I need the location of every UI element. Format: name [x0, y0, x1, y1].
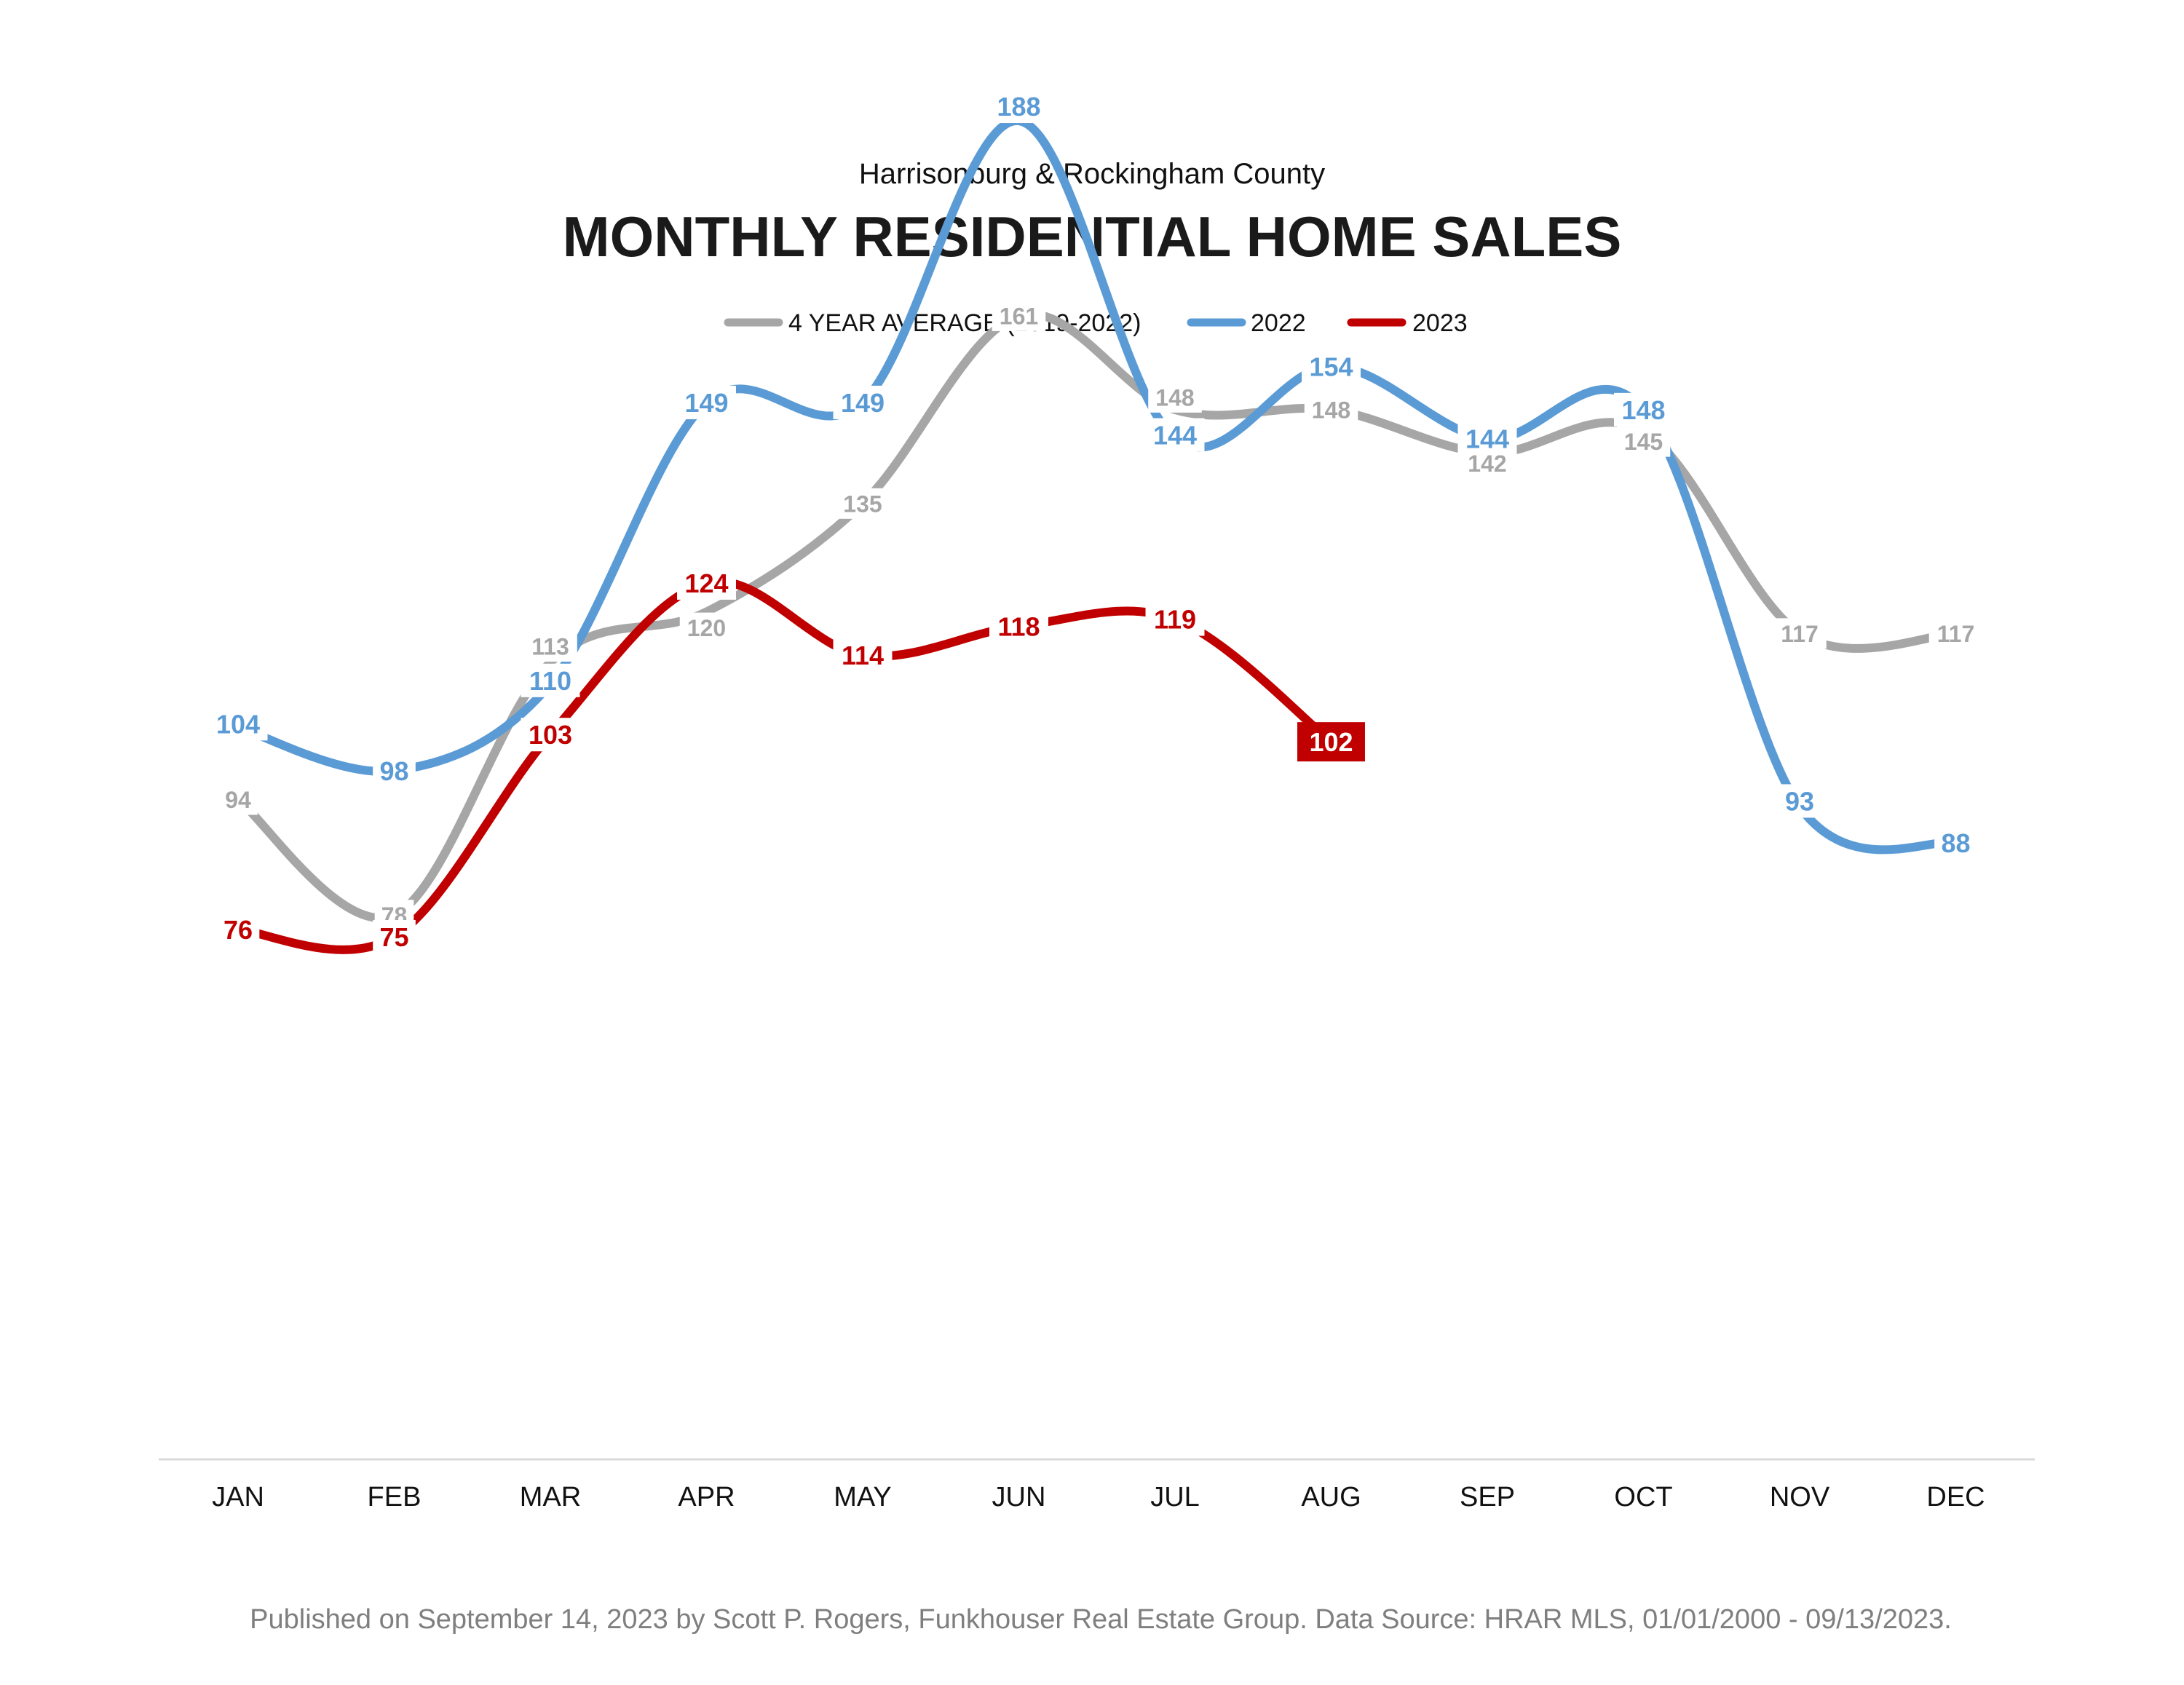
data-label-backing: [677, 566, 736, 600]
x-tick-label: NOV: [1770, 1482, 1830, 1512]
data-label: 93: [1785, 786, 1814, 816]
data-label-backing: [1616, 426, 1671, 457]
data-label: 88: [1941, 828, 1970, 858]
data-label-backing: [1934, 826, 1977, 860]
data-label-backing: [216, 913, 260, 947]
data-label-backing: [1614, 392, 1673, 427]
data-label: 103: [529, 720, 572, 750]
data-label-backing: [836, 488, 890, 519]
data-label: 148: [1312, 397, 1350, 423]
data-label: 113: [531, 634, 569, 660]
data-label-backing: [989, 90, 1048, 124]
data-label: 124: [684, 568, 728, 598]
data-label: 110: [529, 666, 571, 696]
x-tick-label: JUN: [992, 1482, 1046, 1512]
data-label: 148: [1621, 395, 1665, 425]
data-label-backing: [1148, 381, 1202, 413]
data-label: 148: [1155, 384, 1194, 411]
data-label-backing: [373, 920, 416, 953]
data-label: 149: [841, 388, 885, 418]
data-label: 102: [1309, 727, 1353, 757]
x-tick-labels: JAN FEB MAR APR MAY JUN JUL AUG SEP OCT NOV DEC: [212, 1482, 1985, 1512]
chart-legend: 4 YEAR AVERAGE (2019-2022) 2022 2023: [724, 309, 1468, 337]
x-tick-label: SEP: [1460, 1482, 1515, 1512]
data-label: 161: [1000, 303, 1038, 329]
data-label: 114: [842, 641, 884, 670]
data-label: 117: [1781, 621, 1819, 647]
legend-entry: 2023: [1412, 309, 1468, 337]
data-label-backing: [992, 300, 1046, 331]
legend-entry: 4 YEAR AVERAGE (2019-2022): [788, 309, 1141, 337]
data-label-backing: [521, 663, 580, 697]
data-label: 104: [216, 709, 260, 739]
data-label: 76: [223, 915, 253, 945]
data-label-backing: [208, 707, 268, 741]
data-label: 188: [997, 92, 1040, 122]
x-tick-label: FEB: [368, 1482, 422, 1512]
data-label-backing: [833, 638, 893, 673]
data-label-backing: [989, 609, 1048, 643]
data-label-backing: [1773, 618, 1827, 649]
x-tick-label: AUG: [1301, 1482, 1361, 1512]
legend-entry: 2022: [1251, 309, 1306, 337]
data-label: 98: [379, 756, 408, 786]
data-label: 120: [687, 615, 726, 641]
data-label-backing: [1145, 602, 1205, 636]
data-label-backing: [1778, 784, 1821, 818]
x-tick-label: DEC: [1926, 1482, 1985, 1512]
data-label: 119: [1154, 604, 1196, 634]
data-label: 118: [997, 611, 1040, 641]
data-label: 75: [379, 922, 408, 952]
data-label-backing: [833, 385, 893, 419]
data-label-backing: [373, 753, 416, 788]
data-label-backing: [677, 385, 736, 419]
data-label-backing: [521, 718, 580, 752]
data-label-highlight-box: [1297, 722, 1365, 762]
data-label-group: 104 98 110 149 149 188 144 154 144 148 93 88: [208, 90, 1977, 860]
data-label-backing: [1145, 418, 1205, 452]
data-label-backing: [679, 612, 734, 643]
x-tick-label: MAY: [834, 1482, 892, 1512]
data-label-backing: [523, 631, 577, 662]
x-tick-label: JAN: [212, 1482, 264, 1512]
x-tick-label: OCT: [1614, 1482, 1672, 1512]
x-tick-label: JUL: [1150, 1482, 1200, 1512]
chart-footer: Published on September 14, 2023 by Scott…: [250, 1604, 1952, 1635]
data-label: 154: [1309, 352, 1353, 381]
data-label-backing: [1928, 618, 1983, 649]
data-label-backing: [1302, 349, 1361, 384]
x-tick-label: MAR: [520, 1482, 581, 1512]
data-label: 117: [1937, 621, 1975, 647]
data-label: 145: [1624, 429, 1663, 455]
data-label: 144: [1465, 424, 1509, 453]
x-tick-label: APR: [678, 1482, 735, 1512]
chart-subtitle: Harrisonburg & Rockingham County: [859, 158, 1325, 190]
data-label-backing: [1457, 421, 1517, 456]
data-label-group: 76 75 103 124 114 118 119 102: [216, 566, 1365, 953]
data-label: 135: [843, 491, 882, 517]
data-label-backing: [1304, 394, 1358, 425]
data-label-backing: [218, 784, 258, 815]
data-label: 144: [1153, 420, 1197, 450]
data-label: 149: [684, 388, 728, 418]
data-label: 94: [225, 787, 251, 813]
